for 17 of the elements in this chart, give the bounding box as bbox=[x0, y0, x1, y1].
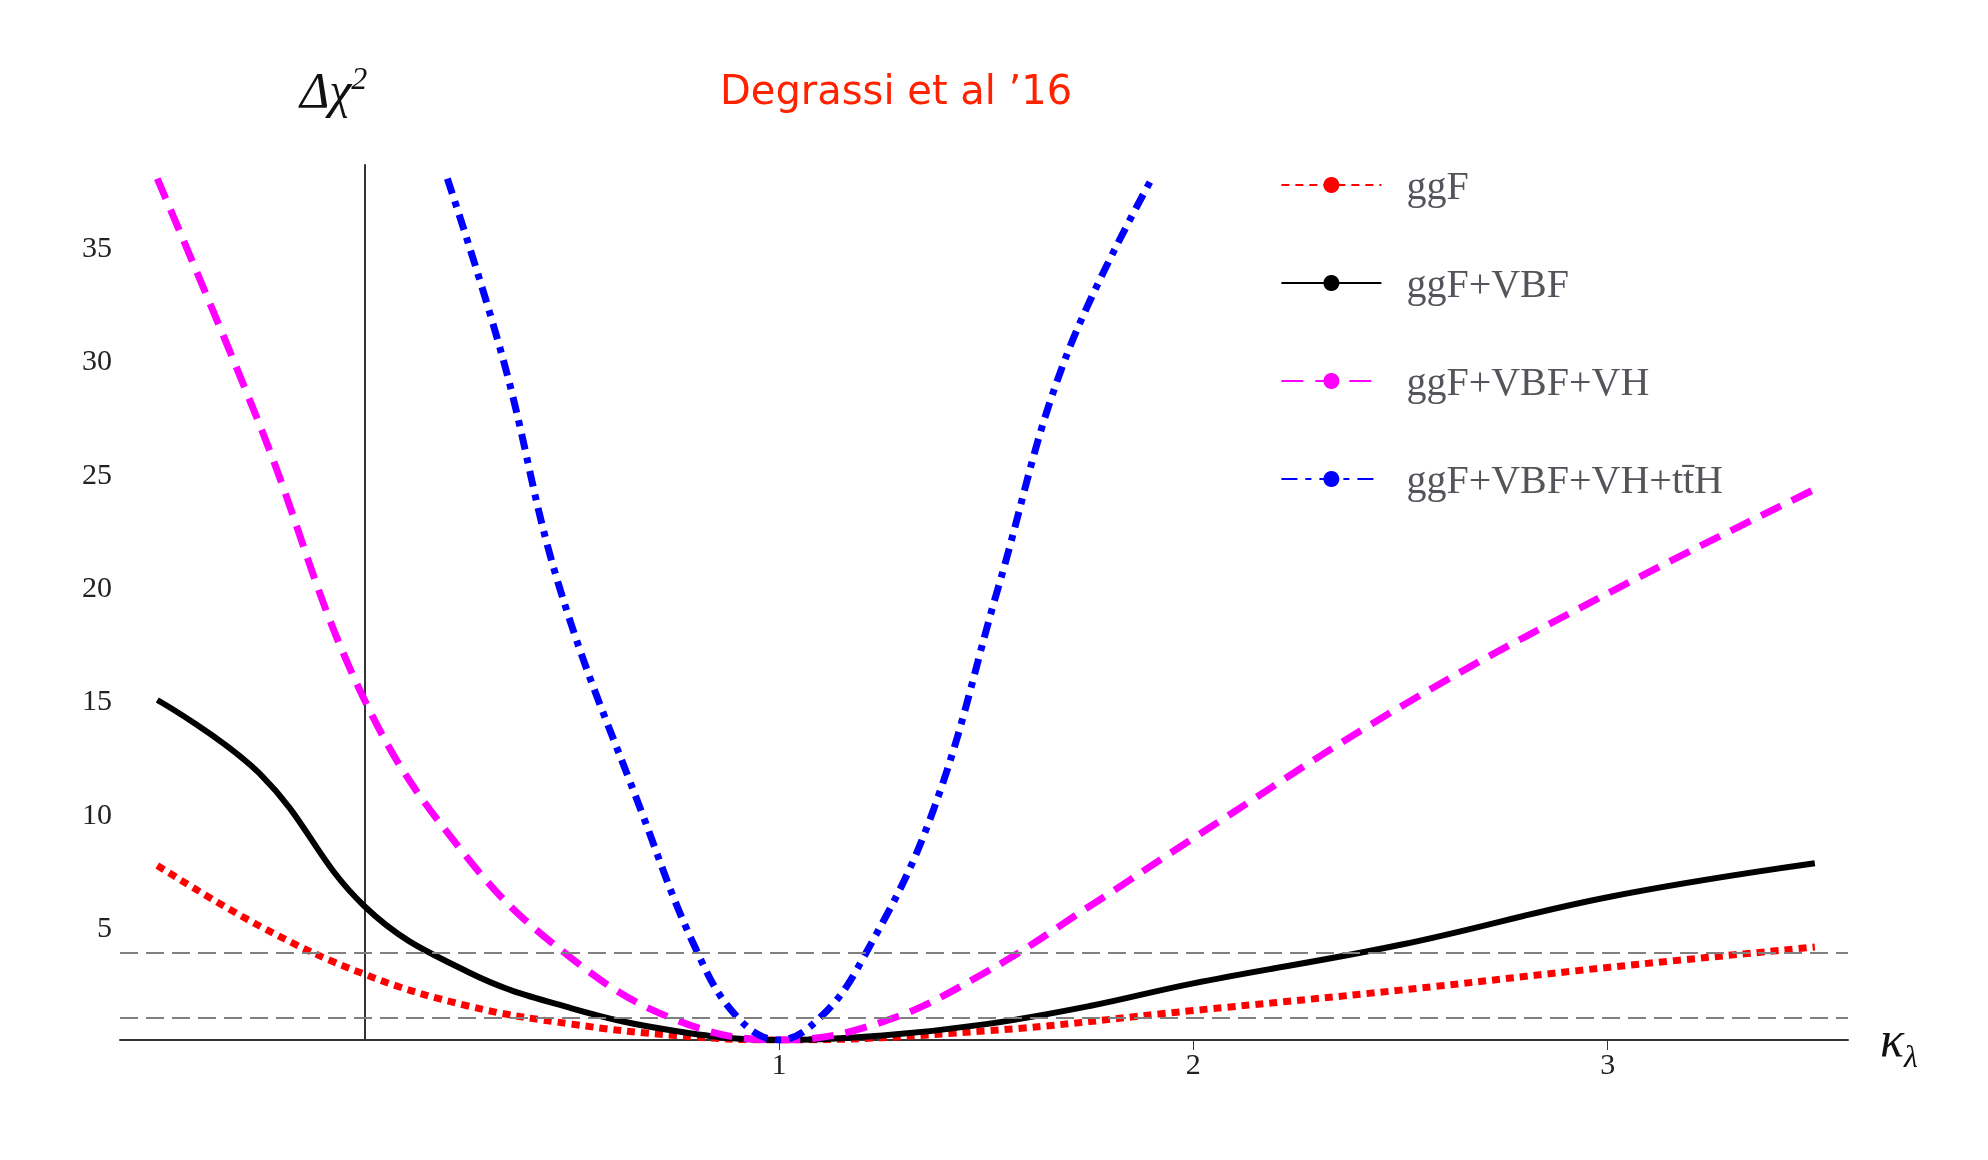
y-tick-label: 35 bbox=[82, 230, 112, 264]
x-axis-title: κ$_{λ}$ bbox=[1880, 1010, 1918, 1075]
y-tick-label: 10 bbox=[82, 796, 112, 830]
x-tick-label: 2 bbox=[1185, 1046, 1201, 1080]
legend-label: ggF+VBF bbox=[1406, 260, 1569, 306]
legend-label: ggF bbox=[1406, 162, 1469, 208]
y-tick-label: 20 bbox=[82, 570, 112, 604]
x-tick-label: 3 bbox=[1600, 1046, 1616, 1080]
legend-label: ggF+VBF+VH+tt̄H bbox=[1406, 456, 1723, 502]
y-tick-label: 15 bbox=[82, 683, 112, 717]
chart-title: Degrassi et al ’16 bbox=[720, 67, 1073, 113]
y-axis-title: Δχ$^{2}$ bbox=[300, 60, 368, 119]
y-tick-label: 5 bbox=[97, 910, 112, 944]
y-tick-label: 25 bbox=[82, 456, 112, 490]
y-tick-label: 30 bbox=[82, 343, 112, 377]
x-tick-label: 1 bbox=[771, 1046, 787, 1080]
legend-label: ggF+VBF+VH bbox=[1406, 358, 1650, 404]
